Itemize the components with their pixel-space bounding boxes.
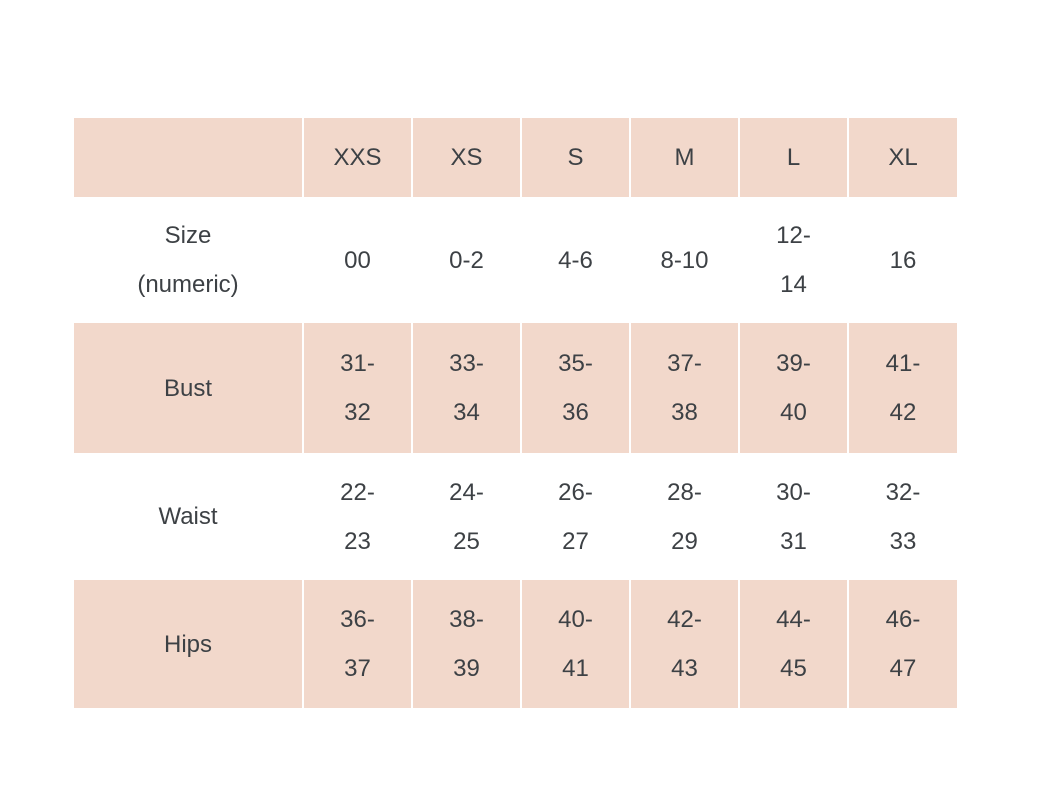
cell-bust-m: 37- 38 [629, 323, 739, 453]
cell-bust-l: 39- 40 [738, 323, 848, 453]
row-label-size-numeric: Size (numeric) [137, 222, 239, 298]
cell-waist-xxs: 22- 23 [302, 453, 412, 580]
size-chart-table: XXS XS S M L XL Size (numeric) 00 0-2 4-… [74, 118, 957, 708]
header-cell-s: S [520, 118, 630, 197]
header-cell-xs: XS [411, 118, 521, 197]
cell-size-xl: 16 [847, 197, 957, 323]
table-row-size-numeric: Size (numeric) 00 0-2 4-6 8-10 12- 14 16 [74, 197, 957, 323]
cell-size-m: 8-10 [629, 197, 739, 323]
cell-size-l: 12- 14 [738, 197, 848, 323]
cell-hips-xl: 46- 47 [847, 580, 957, 708]
table-row-bust: Bust 31- 32 33- 34 35- 36 37- 38 39- 40 … [74, 323, 957, 453]
table-header-row: XXS XS S M L XL [74, 118, 957, 197]
cell-waist-s: 26- 27 [520, 453, 630, 580]
cell-bust-s: 35- 36 [520, 323, 630, 453]
cell-hips-s: 40- 41 [520, 580, 630, 708]
header-cell-xxs: XXS [302, 118, 412, 197]
header-cell-xl: XL [847, 118, 957, 197]
cell-size-xxs: 00 [302, 197, 412, 323]
cell-hips-xxs: 36- 37 [302, 580, 412, 708]
header-cell-m: M [629, 118, 739, 197]
cell-waist-m: 28- 29 [629, 453, 739, 580]
cell-bust-xs: 33- 34 [411, 323, 521, 453]
table-row-hips: Hips 36- 37 38- 39 40- 41 42- 43 44- 45 … [74, 580, 957, 708]
cell-bust-xxs: 31- 32 [302, 323, 412, 453]
header-cell-l: L [738, 118, 848, 197]
cell-size-xs: 0-2 [411, 197, 521, 323]
header-cell-corner [74, 118, 303, 197]
cell-bust-xl: 41- 42 [847, 323, 957, 453]
cell-waist-l: 30- 31 [738, 453, 848, 580]
cell-hips-xs: 38- 39 [411, 580, 521, 708]
cell-hips-l: 44- 45 [738, 580, 848, 708]
cell-hips-m: 42- 43 [629, 580, 739, 708]
cell-size-s: 4-6 [520, 197, 630, 323]
row-label-hips: Hips [163, 630, 212, 658]
row-label-bust: Bust [163, 374, 213, 402]
row-label-waist: Waist [158, 503, 218, 530]
table-row-waist: Waist 22- 23 24- 25 26- 27 28- 29 30- 31… [74, 453, 957, 580]
cell-waist-xl: 32- 33 [847, 453, 957, 580]
cell-waist-xs: 24- 25 [411, 453, 521, 580]
